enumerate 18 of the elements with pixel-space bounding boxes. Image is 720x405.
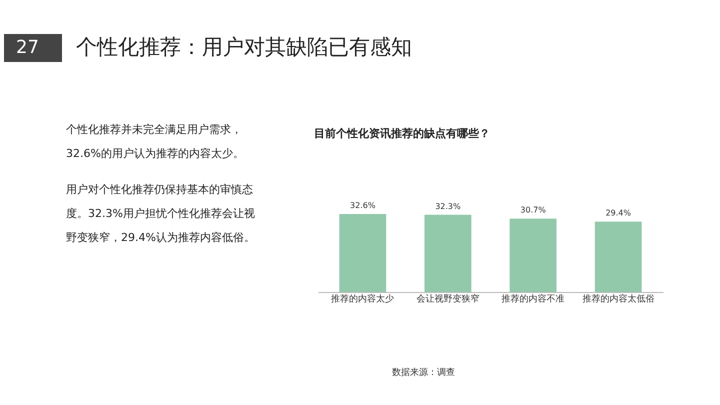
text: 用户对个性化推荐仍保持基本的审慎态度。32.3%用户担忧个性化推荐会让视野变狭窄，29.4%认为推荐内容低俗。 [66, 183, 255, 244]
data-label: 32.6% [350, 201, 376, 210]
x-tick-label: 推荐的内容太少 [331, 294, 394, 304]
data-label: 29.4% [606, 208, 632, 218]
text: 个性化推荐并未完全满足用户需求，32.6%的用户认为推荐的内容太少。 [66, 123, 244, 160]
data-label: 32.3% [435, 202, 462, 211]
text: 27 [16, 37, 39, 58]
data-label: 30.7% [520, 206, 546, 215]
bar [594, 222, 642, 292]
x-tick-label: 会让视野变狭窄 [416, 294, 480, 304]
x-tick-label: 推荐的内容太低俗 [582, 294, 654, 304]
bar [339, 214, 386, 292]
bar [424, 214, 472, 292]
x-tick-label: 推荐的内容不准 [502, 294, 565, 304]
source-note: 数据来源：调查 [392, 367, 455, 378]
bar [510, 218, 557, 292]
chart-title: 目前个性化资讯推荐的缺点有哪些？ [314, 127, 490, 140]
text: 个性化推荐：用户对其缺陷已有感知 [76, 35, 412, 59]
